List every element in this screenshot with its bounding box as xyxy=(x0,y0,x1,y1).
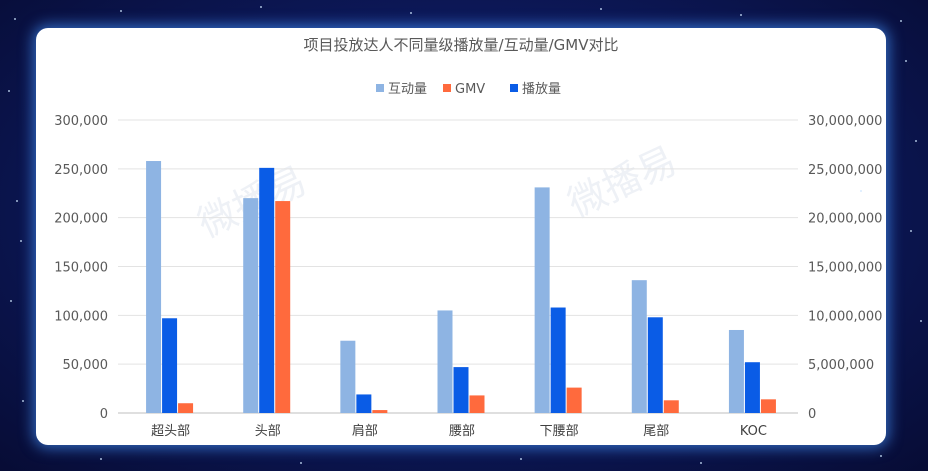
legend-label: 互动量 xyxy=(388,82,427,97)
legend-swatch xyxy=(510,84,518,92)
star-decoration xyxy=(700,462,702,464)
bar-GMV-尾部 xyxy=(663,400,679,413)
category-label: 肩部 xyxy=(352,423,378,439)
bar-互动量-尾部 xyxy=(631,280,647,413)
star-decoration xyxy=(410,12,412,14)
bar-播放量-KOC xyxy=(744,362,760,413)
category-labels: 超头部 头部 肩部 腰部 下腰部 尾部 KOC xyxy=(151,423,767,439)
star-decoration xyxy=(14,18,16,20)
star-decoration xyxy=(920,320,922,322)
star-decoration xyxy=(915,140,917,142)
star-decoration xyxy=(100,458,102,460)
star-decoration xyxy=(10,300,12,302)
bar-GMV-超头部 xyxy=(178,403,194,413)
right-axis-tick-label: 30,000,000 xyxy=(808,114,882,129)
star-decoration xyxy=(300,462,302,464)
legend: 互动量 GMV 播放量 xyxy=(376,82,561,97)
star-decoration xyxy=(16,200,18,202)
right-axis-tick-label: 5,000,000 xyxy=(808,358,874,373)
star-decoration xyxy=(120,10,122,12)
bar-GMV-头部 xyxy=(275,201,291,413)
bar-互动量-超头部 xyxy=(146,161,162,413)
chart: 微播易微播易 项目投放达人不同量级播放量/互动量/GMV对比 互动量GMV播放量… xyxy=(54,36,882,439)
star-decoration xyxy=(880,455,882,457)
bar-互动量-腰部 xyxy=(437,310,453,413)
bar-互动量-头部 xyxy=(243,198,259,413)
chart-card: 微播易微播易 项目投放达人不同量级播放量/互动量/GMV对比 互动量GMV播放量… xyxy=(36,28,886,445)
star-decoration xyxy=(260,6,262,8)
right-axis-tick-label: 0 xyxy=(808,407,816,422)
star-decoration xyxy=(8,90,10,92)
bar-互动量-下腰部 xyxy=(534,187,550,413)
watermark-text: 微播易 xyxy=(561,138,683,226)
right-axis-tick-label: 15,000,000 xyxy=(808,261,882,276)
bar-互动量-肩部 xyxy=(340,340,356,413)
star-decoration xyxy=(600,8,602,10)
star-decoration xyxy=(22,400,24,402)
category-label: 尾部 xyxy=(643,424,669,439)
bar-播放量-尾部 xyxy=(647,317,663,413)
legend-swatch xyxy=(376,84,384,92)
star-decoration xyxy=(900,20,902,22)
star-decoration xyxy=(905,60,907,62)
bar-播放量-头部 xyxy=(259,167,275,413)
category-label: 腰部 xyxy=(449,424,475,439)
bar-GMV-KOC xyxy=(760,399,776,413)
right-axis-tick-label: 25,000,000 xyxy=(808,163,882,178)
category-label: 下腰部 xyxy=(540,424,579,439)
left-axis-tick-label: 100,000 xyxy=(54,309,108,324)
legend-label: 播放量 xyxy=(522,82,561,97)
bar-播放量-下腰部 xyxy=(550,307,566,413)
left-axis-tick-label: 200,000 xyxy=(54,212,108,227)
star-decoration xyxy=(860,190,862,192)
bar-GMV-腰部 xyxy=(469,395,485,413)
left-axis-tick-label: 250,000 xyxy=(54,163,108,178)
category-label: KOC xyxy=(740,424,767,439)
star-decoration xyxy=(740,14,742,16)
bar-播放量-超头部 xyxy=(162,318,178,413)
star-decoration xyxy=(520,458,522,460)
left-axis-tick-label: 0 xyxy=(100,407,108,422)
star-decoration xyxy=(20,240,22,242)
category-label: 头部 xyxy=(255,424,281,439)
legend-swatch xyxy=(443,84,451,92)
bar-播放量-肩部 xyxy=(356,394,372,413)
bars xyxy=(146,161,776,413)
right-axis: 0 5,000,000 10,000,000 15,000,000 20,000,000… xyxy=(808,114,882,422)
gridlines xyxy=(118,119,798,414)
left-axis: 0 50,000 100,000 150,000 200,000 250,000 300,0… xyxy=(54,114,108,422)
bar-GMV-下腰部 xyxy=(566,387,582,413)
chart-title: 项目投放达人不同量级播放量/互动量/GMV对比 xyxy=(304,36,619,54)
bar-播放量-腰部 xyxy=(453,367,469,413)
right-axis-tick-label: 20,000,000 xyxy=(808,212,882,227)
bar-互动量-KOC xyxy=(728,329,744,413)
star-decoration xyxy=(910,230,912,232)
category-label: 超头部 xyxy=(151,424,190,439)
left-axis-tick-label: 300,000 xyxy=(54,114,108,129)
left-axis-tick-label: 150,000 xyxy=(54,261,108,276)
bar-GMV-肩部 xyxy=(372,410,388,413)
left-axis-tick-label: 50,000 xyxy=(63,358,109,373)
right-axis-tick-label: 10,000,000 xyxy=(808,309,882,324)
legend-label: GMV xyxy=(455,82,485,97)
